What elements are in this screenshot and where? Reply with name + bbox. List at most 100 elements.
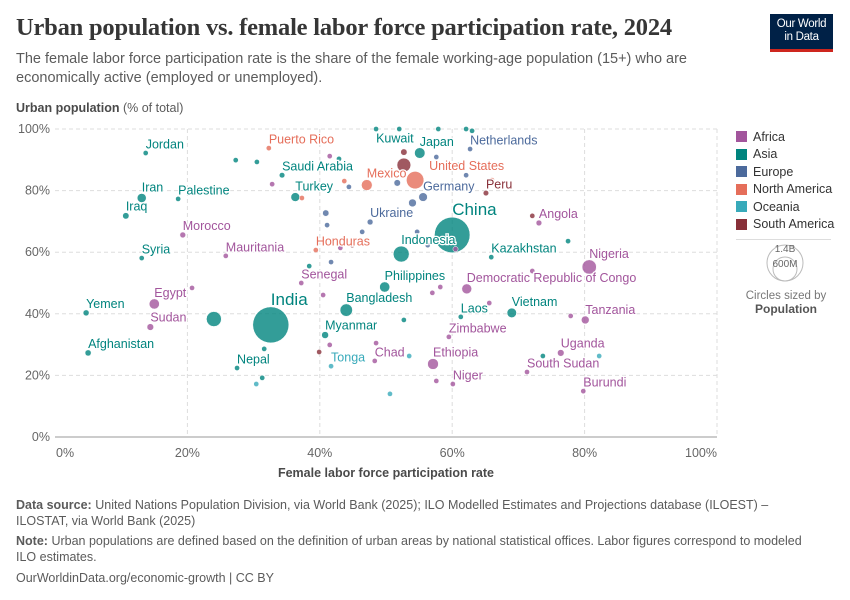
data-point[interactable] <box>596 353 603 359</box>
data-point[interactable] <box>253 381 260 387</box>
data-point[interactable] <box>486 300 493 306</box>
legend-item[interactable]: Europe <box>736 163 836 181</box>
data-point[interactable] <box>405 209 414 218</box>
data-point[interactable] <box>279 172 286 179</box>
data-point[interactable] <box>306 263 313 269</box>
data-point[interactable] <box>259 375 266 381</box>
data-point[interactable] <box>581 315 590 325</box>
data-point[interactable] <box>467 146 473 152</box>
data-point[interactable] <box>396 126 403 132</box>
data-point[interactable] <box>324 222 330 228</box>
data-point[interactable] <box>142 150 149 156</box>
data-point[interactable] <box>290 192 300 202</box>
legend-item[interactable]: South America <box>736 216 836 234</box>
data-point[interactable] <box>346 184 352 190</box>
data-point[interactable] <box>581 259 597 275</box>
data-point[interactable] <box>321 331 329 339</box>
data-point[interactable] <box>457 314 464 320</box>
data-point[interactable] <box>463 172 469 179</box>
data-point[interactable] <box>463 126 469 132</box>
data-point[interactable] <box>418 192 428 202</box>
data-point[interactable] <box>148 298 160 310</box>
data-point[interactable] <box>565 238 571 244</box>
data-point[interactable] <box>82 309 90 317</box>
data-point[interactable] <box>232 157 239 163</box>
owid-logo[interactable]: Our World in Data <box>770 14 833 52</box>
data-point[interactable] <box>269 181 275 187</box>
data-point[interactable] <box>506 307 517 318</box>
data-point[interactable] <box>437 284 444 290</box>
data-point[interactable] <box>175 196 181 202</box>
data-point[interactable] <box>122 212 130 220</box>
data-point[interactable] <box>136 193 147 203</box>
data-point[interactable] <box>299 195 305 201</box>
data-point[interactable] <box>298 280 305 286</box>
data-point[interactable] <box>322 209 330 217</box>
legend-item[interactable]: North America <box>736 181 836 199</box>
data-point[interactable] <box>316 349 322 355</box>
data-point[interactable] <box>524 369 530 375</box>
data-point[interactable] <box>373 126 379 132</box>
data-point[interactable] <box>206 311 222 327</box>
data-point[interactable] <box>138 255 145 261</box>
data-point[interactable] <box>261 346 268 352</box>
data-point[interactable] <box>379 281 391 293</box>
data-point[interactable] <box>400 148 408 156</box>
data-point[interactable] <box>337 245 344 251</box>
data-point[interactable] <box>435 126 442 132</box>
legend-item[interactable]: Asia <box>736 146 836 164</box>
data-point[interactable] <box>469 127 475 134</box>
data-point[interactable] <box>535 219 543 227</box>
data-point[interactable] <box>433 378 440 384</box>
data-point[interactable] <box>540 353 546 359</box>
data-point[interactable] <box>328 363 334 370</box>
data-point[interactable] <box>429 290 436 296</box>
data-point[interactable] <box>254 159 260 165</box>
data-point[interactable] <box>396 157 412 173</box>
data-point[interactable] <box>450 381 456 387</box>
data-point[interactable] <box>146 323 154 331</box>
data-point[interactable] <box>401 317 407 323</box>
data-point[interactable] <box>373 340 379 346</box>
data-point[interactable] <box>349 242 356 248</box>
data-point[interactable] <box>434 216 471 253</box>
data-point[interactable] <box>179 231 186 239</box>
data-point[interactable] <box>567 313 574 319</box>
data-point[interactable] <box>252 306 290 344</box>
data-point[interactable] <box>406 171 425 190</box>
data-point[interactable] <box>371 358 378 364</box>
data-point[interactable] <box>489 177 495 183</box>
data-point[interactable] <box>320 292 326 298</box>
legend-item[interactable]: Oceania <box>736 198 836 216</box>
data-point[interactable] <box>265 145 272 151</box>
data-point[interactable] <box>452 246 459 252</box>
data-point[interactable] <box>234 365 240 371</box>
data-point[interactable] <box>312 247 319 253</box>
credit-link[interactable]: OurWorldinData.org/economic-growth | CC … <box>16 571 274 585</box>
data-point[interactable] <box>433 154 440 160</box>
data-point[interactable] <box>84 349 92 357</box>
data-point[interactable] <box>455 162 462 168</box>
data-point[interactable] <box>529 268 536 274</box>
data-point[interactable] <box>361 179 373 191</box>
data-point[interactable] <box>341 178 348 184</box>
data-point[interactable] <box>482 190 489 197</box>
data-point[interactable] <box>366 218 374 226</box>
data-point[interactable] <box>446 334 452 340</box>
data-point[interactable] <box>424 242 431 248</box>
data-point[interactable] <box>406 353 413 359</box>
data-point[interactable] <box>393 179 401 187</box>
data-point[interactable] <box>414 147 426 159</box>
data-point[interactable] <box>529 213 536 219</box>
data-point[interactable] <box>488 254 495 260</box>
data-point[interactable] <box>557 349 565 357</box>
data-point[interactable] <box>336 156 342 162</box>
data-point[interactable] <box>461 283 472 295</box>
data-point[interactable] <box>580 388 587 394</box>
data-point[interactable] <box>222 253 229 259</box>
data-point[interactable] <box>427 358 439 370</box>
data-point[interactable] <box>393 245 410 263</box>
data-point[interactable] <box>328 259 334 265</box>
data-point[interactable] <box>387 391 393 397</box>
data-point[interactable] <box>326 153 333 159</box>
